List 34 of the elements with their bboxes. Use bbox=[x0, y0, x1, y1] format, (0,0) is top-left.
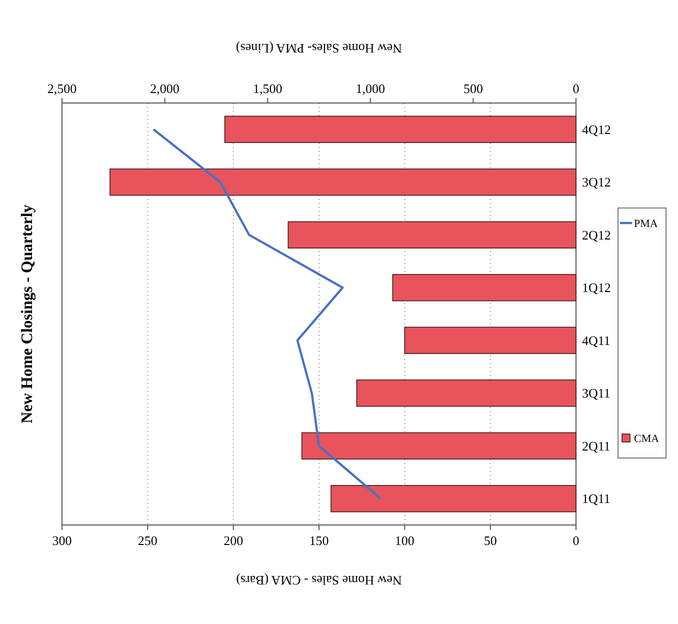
bar bbox=[301, 432, 576, 460]
bar bbox=[392, 274, 576, 302]
x-tick-label: 200 bbox=[224, 533, 244, 548]
bar bbox=[110, 168, 576, 196]
x2-axis-title: New Home Sales- PMA (Lines) bbox=[236, 41, 402, 56]
y-tick-label: 3Q11 bbox=[582, 386, 610, 401]
bar bbox=[356, 380, 576, 407]
text: New Home Closings - Quarterly bbox=[19, 204, 36, 424]
x2-tick-label: 2,500 bbox=[47, 81, 77, 96]
legend-label: CMA bbox=[634, 432, 660, 445]
x-tick-label: 0 bbox=[572, 533, 580, 548]
x2-tick-label: 500 bbox=[463, 81, 483, 96]
x-tick-label: 100 bbox=[394, 533, 414, 548]
x-axis-title: New Home Sales - CMA (Bars) bbox=[236, 573, 402, 588]
x-tick-label: 250 bbox=[138, 533, 158, 548]
x2-tick-label: 1,000 bbox=[356, 81, 386, 96]
bar bbox=[224, 116, 576, 143]
x2-tick-label: 0 bbox=[572, 81, 580, 96]
y-tick-label: 2Q11 bbox=[582, 438, 610, 454]
y-tick-label: 4Q11 bbox=[582, 332, 610, 348]
x2-tick-label: 1,500 bbox=[252, 81, 282, 96]
y-tick-label: 2Q12 bbox=[582, 227, 611, 242]
legend-label: PMA bbox=[634, 218, 658, 230]
bar bbox=[330, 485, 576, 512]
bar bbox=[404, 326, 576, 354]
x-tick-label: 150 bbox=[309, 533, 329, 548]
x2-tick-label: 2,000 bbox=[150, 81, 180, 96]
y-tick-label: 1Q12 bbox=[582, 280, 611, 296]
y-tick-label: 3Q12 bbox=[582, 174, 611, 190]
y-tick-label: 1Q11 bbox=[582, 491, 610, 506]
bar bbox=[288, 221, 576, 248]
x-tick-label: 50 bbox=[484, 533, 497, 548]
y-tick-label: 4Q12 bbox=[582, 122, 611, 137]
x-tick-label: 300 bbox=[52, 533, 72, 548]
